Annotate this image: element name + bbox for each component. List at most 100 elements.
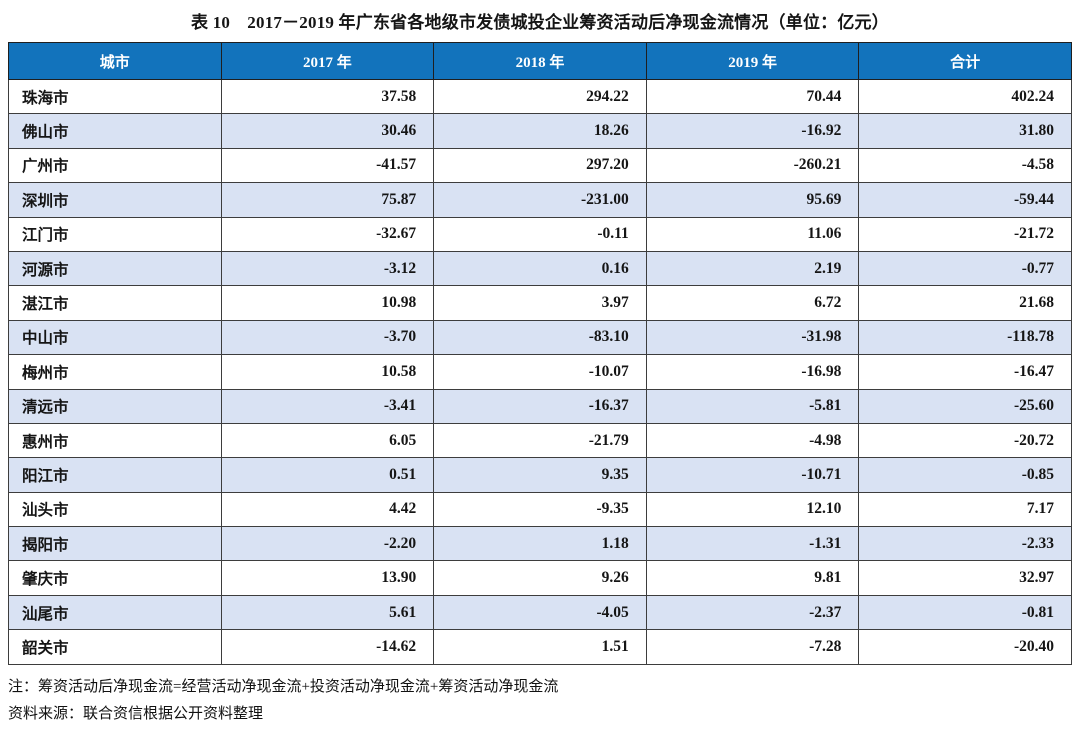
cell-value-2017: 6.05: [220, 422, 435, 459]
cell-value-total: 21.68: [858, 285, 1072, 321]
cell-value-total: -4.58: [858, 147, 1072, 184]
cell-value-2018: 3.97: [433, 285, 647, 321]
cell-value-2019: -31.98: [645, 319, 860, 356]
cell-city: 惠州市: [8, 422, 222, 459]
column-header-2017: 2017 年: [220, 42, 435, 80]
cell-value-2017: 5.61: [220, 594, 435, 631]
cell-city: 佛山市: [8, 113, 222, 149]
cell-value-total: -118.78: [858, 319, 1072, 356]
table-row: 揭阳市 -2.20 1.18 -1.31 -2.33: [8, 526, 1072, 562]
table-row: 梅州市 10.58 -10.07 -16.98 -16.47: [8, 354, 1072, 390]
cell-value-2018: -10.07: [433, 354, 647, 390]
cell-value-2018: -4.05: [433, 594, 647, 631]
table-row: 肇庆市 13.90 9.26 9.81 32.97: [8, 560, 1072, 596]
cell-value-2017: -14.62: [220, 629, 435, 665]
cell-city: 珠海市: [8, 78, 222, 115]
cell-value-total: -20.72: [858, 422, 1072, 459]
table-row: 江门市 -32.67 -0.11 11.06 -21.72: [8, 216, 1072, 252]
cell-value-2017: -3.41: [220, 388, 435, 424]
cell-value-2019: 95.69: [645, 182, 860, 218]
table-header-row: 城市 2017 年 2018 年 2019 年 合计: [8, 42, 1072, 80]
cell-value-2019: 70.44: [645, 78, 860, 115]
cell-city: 汕头市: [8, 491, 222, 528]
cell-value-2017: -3.70: [220, 319, 435, 356]
table-row: 广州市 -41.57 297.20 -260.21 -4.58: [8, 147, 1072, 184]
cell-city: 汕尾市: [8, 594, 222, 631]
cell-city: 深圳市: [8, 182, 222, 218]
table-row: 湛江市 10.98 3.97 6.72 21.68: [8, 285, 1072, 321]
cell-city: 中山市: [8, 319, 222, 356]
cell-value-2018: -231.00: [433, 182, 647, 218]
cell-value-total: 7.17: [858, 491, 1072, 528]
cell-value-2017: -32.67: [220, 216, 435, 252]
table-title: 表 10 2017－2019 年广东省各地级市发债城投企业筹资活动后净现金流情况…: [191, 13, 889, 32]
table-row: 中山市 -3.70 -83.10 -31.98 -118.78: [8, 319, 1072, 356]
cell-value-total: -20.40: [858, 629, 1072, 665]
column-header-2018: 2018 年: [433, 42, 647, 80]
cell-city: 韶关市: [8, 629, 222, 665]
table-header: 城市 2017 年 2018 年 2019 年 合计: [8, 42, 1072, 80]
cell-value-2017: 30.46: [220, 113, 435, 149]
cell-value-2018: 297.20: [433, 147, 647, 184]
cell-value-2018: 9.26: [433, 560, 647, 596]
cell-value-2017: -41.57: [220, 147, 435, 184]
cell-city: 肇庆市: [8, 560, 222, 596]
cell-city: 广州市: [8, 147, 222, 184]
column-header-total: 合计: [858, 42, 1072, 80]
cashflow-table: 城市 2017 年 2018 年 2019 年 合计 珠海市 37.58 294…: [8, 42, 1072, 665]
cell-value-2019: 9.81: [645, 560, 860, 596]
cell-value-2018: 0.16: [433, 250, 647, 287]
cell-value-2018: 1.18: [433, 526, 647, 562]
cell-city: 梅州市: [8, 354, 222, 390]
table-row: 深圳市 75.87 -231.00 95.69 -59.44: [8, 182, 1072, 218]
cell-value-2018: -9.35: [433, 491, 647, 528]
cell-value-2018: 9.35: [433, 457, 647, 493]
cell-value-2017: 0.51: [220, 457, 435, 493]
cell-city: 揭阳市: [8, 526, 222, 562]
cell-value-2017: 10.98: [220, 285, 435, 321]
table-row: 汕尾市 5.61 -4.05 -2.37 -0.81: [8, 594, 1072, 631]
cell-city: 阳江市: [8, 457, 222, 493]
cell-value-2017: 13.90: [220, 560, 435, 596]
cell-city: 湛江市: [8, 285, 222, 321]
cell-value-2019: -1.31: [645, 526, 860, 562]
cell-value-total: -21.72: [858, 216, 1072, 252]
cell-value-2018: -83.10: [433, 319, 647, 356]
cell-value-2017: -2.20: [220, 526, 435, 562]
cell-value-2018: -0.11: [433, 216, 647, 252]
cell-value-total: -2.33: [858, 526, 1072, 562]
cell-value-2017: -3.12: [220, 250, 435, 287]
cell-value-total: -0.77: [858, 250, 1072, 287]
cell-value-total: 32.97: [858, 560, 1072, 596]
cell-value-2019: -2.37: [645, 594, 860, 631]
cell-value-2019: -5.81: [645, 388, 860, 424]
table-row: 珠海市 37.58 294.22 70.44 402.24: [8, 78, 1072, 115]
cell-value-2018: -16.37: [433, 388, 647, 424]
table-row: 惠州市 6.05 -21.79 -4.98 -20.72: [8, 422, 1072, 459]
table-row: 清远市 -3.41 -16.37 -5.81 -25.60: [8, 388, 1072, 424]
cell-value-2018: 1.51: [433, 629, 647, 665]
table-row: 阳江市 0.51 9.35 -10.71 -0.85: [8, 457, 1072, 493]
footnote-definition: 注：筹资活动后净现金流=经营活动净现金流+投资活动净现金流+筹资活动净现金流: [8, 678, 559, 695]
cell-value-2018: -21.79: [433, 422, 647, 459]
footnotes: 注：筹资活动后净现金流=经营活动净现金流+投资活动净现金流+筹资活动净现金流 资…: [8, 674, 1072, 729]
cell-value-total: 31.80: [858, 113, 1072, 149]
footnote-source: 资料来源：联合资信根据公开资料整理: [8, 706, 264, 723]
table-row: 河源市 -3.12 0.16 2.19 -0.77: [8, 250, 1072, 287]
cell-value-total: 402.24: [858, 78, 1072, 115]
cell-city: 清远市: [8, 388, 222, 424]
cell-value-total: -0.81: [858, 594, 1072, 631]
cell-value-2018: 18.26: [433, 113, 647, 149]
column-header-2019: 2019 年: [645, 42, 860, 80]
table-body: 珠海市 37.58 294.22 70.44 402.24 佛山市 30.46 …: [8, 78, 1072, 665]
cell-city: 河源市: [8, 250, 222, 287]
cell-value-total: -25.60: [858, 388, 1072, 424]
cell-value-2019: -10.71: [645, 457, 860, 493]
cell-value-2019: 2.19: [645, 250, 860, 287]
cell-value-2018: 294.22: [433, 78, 647, 115]
cell-value-2017: 10.58: [220, 354, 435, 390]
cell-value-2017: 37.58: [220, 78, 435, 115]
cell-value-total: -0.85: [858, 457, 1072, 493]
cell-value-2017: 75.87: [220, 182, 435, 218]
